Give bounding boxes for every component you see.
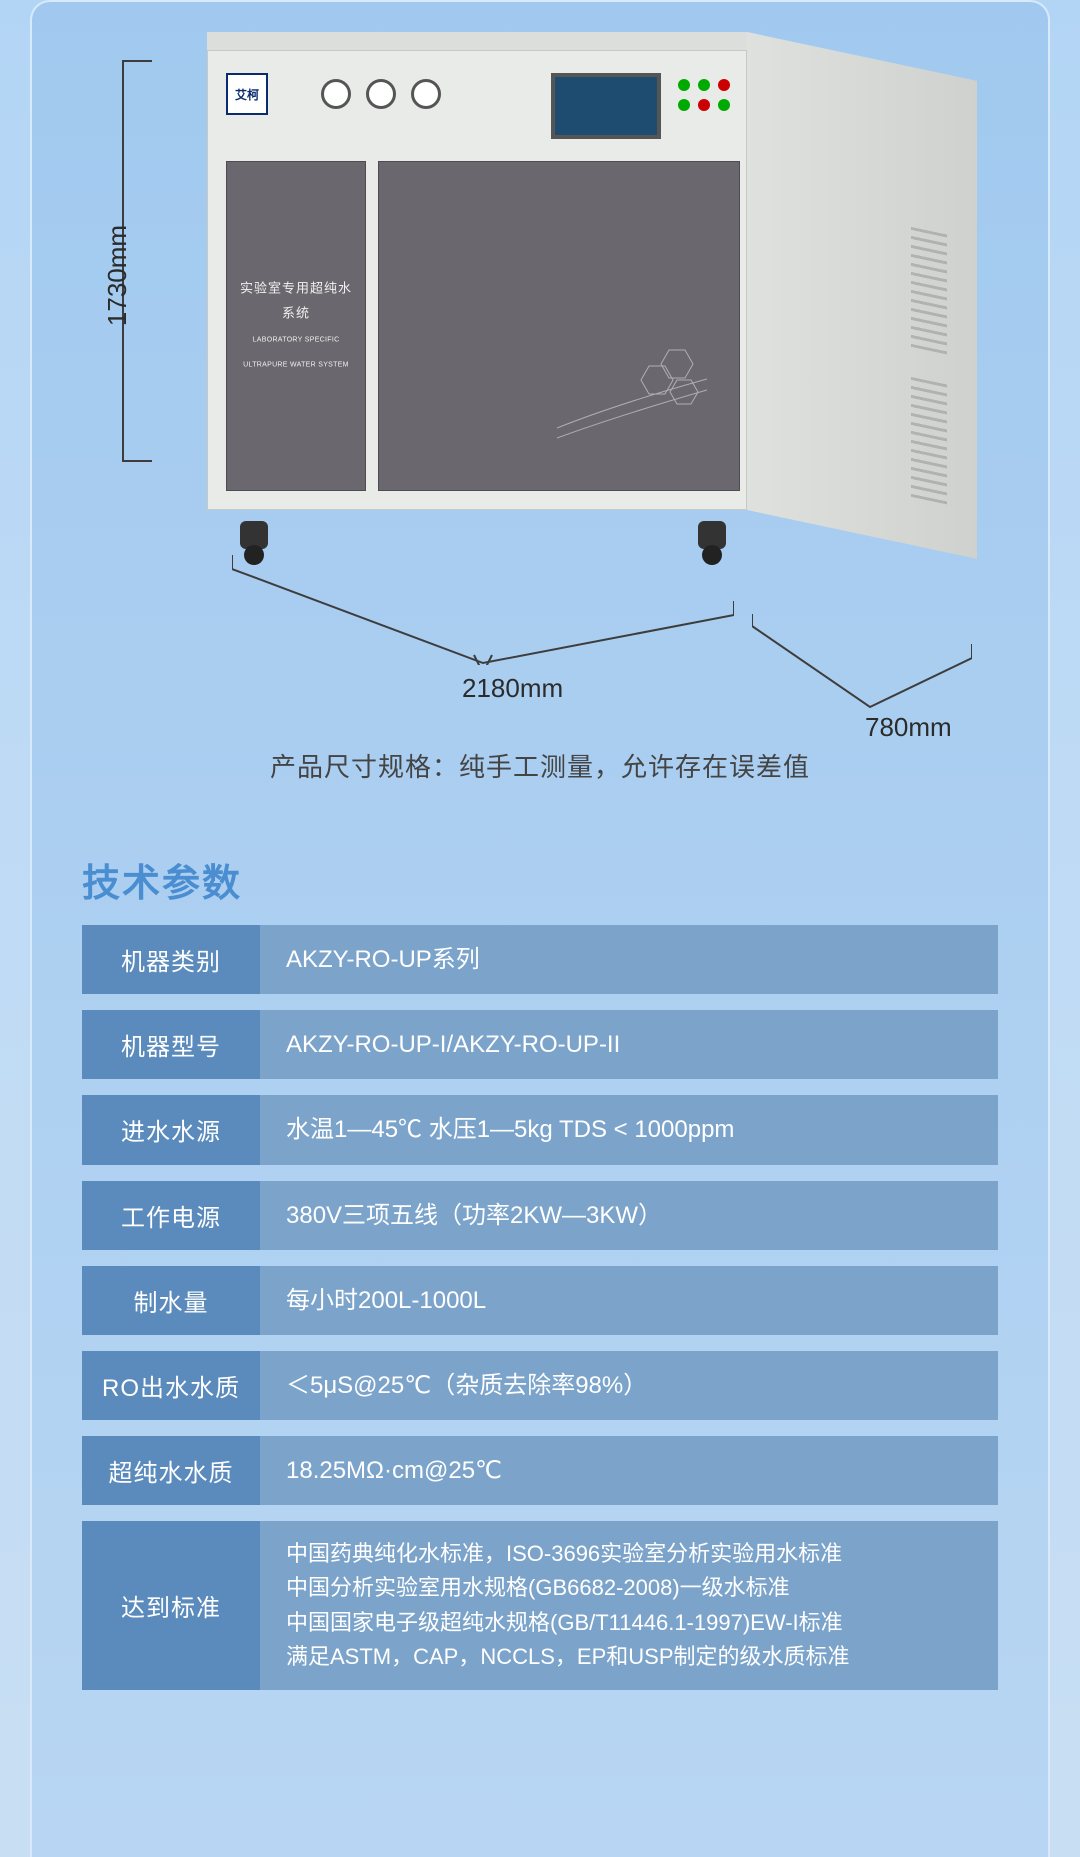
machine-illustration: 艾柯 实验室专用超纯水系统 <box>207 50 977 570</box>
led-green-icon <box>678 79 690 91</box>
spec-value: 中国药典纯化水标准，ISO-3696实验室分析实验用水标准 中国分析实验室用水规… <box>260 1521 998 1689</box>
spec-label: 制水量 <box>82 1266 260 1335</box>
indicator-lights <box>678 79 730 111</box>
machine-front-face: 艾柯 实验室专用超纯水系统 <box>207 50 747 510</box>
spec-label: 机器类别 <box>82 925 260 994</box>
spec-label: 机器型号 <box>82 1010 260 1079</box>
spec-label: 进水水源 <box>82 1095 260 1164</box>
led-red-icon <box>718 79 730 91</box>
door-title-cn: 实验室专用超纯水系统 <box>240 281 352 321</box>
spec-value: 380V三项五线（功率2KW—3KW） <box>260 1181 998 1250</box>
caster-icon <box>240 521 268 549</box>
spec-value: AKZY-RO-UP系列 <box>260 925 998 994</box>
spec-value: 18.25MΩ·cm@25℃ <box>260 1436 998 1505</box>
width-label: 2180mm <box>462 673 563 704</box>
table-row: 工作电源 380V三项五线（功率2KW—3KW） <box>82 1181 998 1250</box>
pressure-gauge-icon <box>411 79 441 109</box>
spec-value: AKZY-RO-UP-I/AKZY-RO-UP-II <box>260 1010 998 1079</box>
led-green-icon <box>678 99 690 111</box>
dimension-disclaimer: 产品尺寸规格：纯手工测量，允许存在误差值 <box>32 747 1048 784</box>
height-label: 1730mm <box>102 225 133 326</box>
cabinet-door-left: 实验室专用超纯水系统 LABORATORY SPECIFIC ULTRAPURE… <box>226 161 366 491</box>
table-row: 机器型号 AKZY-RO-UP-I/AKZY-RO-UP-II <box>82 1010 998 1079</box>
machine-top-face <box>207 32 747 50</box>
width-bracket <box>232 555 734 665</box>
molecule-graphic-icon <box>557 344 707 444</box>
table-row: 机器类别 AKZY-RO-UP系列 <box>82 925 998 994</box>
door-title-en: LABORATORY SPECIFIC ULTRAPURE WATER SYST… <box>243 337 349 369</box>
product-dimension-figure: 1730mm 艾柯 <box>32 32 1048 752</box>
table-row: 超纯水水质 18.25MΩ·cm@25℃ <box>82 1436 998 1505</box>
depth-dimension: 780mm <box>752 592 972 712</box>
spec-value: 每小时200L-1000L <box>260 1266 998 1335</box>
spec-label: 超纯水水质 <box>82 1436 260 1505</box>
led-red-icon <box>698 99 710 111</box>
table-row: RO出水水质 ＜5μS@25℃（杂质去除率98%） <box>82 1351 998 1420</box>
spec-value: ＜5μS@25℃（杂质去除率98%） <box>260 1351 998 1420</box>
pressure-gauge-icon <box>366 79 396 109</box>
pressure-gauge-icon <box>321 79 351 109</box>
caster-icon <box>698 521 726 549</box>
door-title: 实验室专用超纯水系统 LABORATORY SPECIFIC ULTRAPURE… <box>236 277 356 376</box>
spec-section: 技术参数 机器类别 AKZY-RO-UP系列 机器型号 AKZY-RO-UP-I… <box>32 852 1048 1690</box>
led-green-icon <box>718 99 730 111</box>
depth-label: 780mm <box>865 712 952 743</box>
led-green-icon <box>698 79 710 91</box>
table-row: 达到标准 中国药典纯化水标准，ISO-3696实验室分析实验用水标准 中国分析实… <box>82 1521 998 1689</box>
cabinet-door-right <box>378 161 740 491</box>
spec-title: 技术参数 <box>82 852 998 907</box>
spec-value: 水温1—45℃ 水压1—5kg TDS < 1000ppm <box>260 1095 998 1164</box>
brand-logo: 艾柯 <box>226 73 268 115</box>
table-row: 制水量 每小时200L-1000L <box>82 1266 998 1335</box>
spec-label: 工作电源 <box>82 1181 260 1250</box>
machine-side-face <box>747 32 977 559</box>
table-row: 进水水源 水温1—45℃ 水压1—5kg TDS < 1000ppm <box>82 1095 998 1164</box>
touch-screen-icon <box>551 73 661 139</box>
page-container: 1730mm 艾柯 <box>30 0 1050 1857</box>
control-panel: 艾柯 <box>226 73 726 143</box>
side-vent-upper <box>911 227 947 355</box>
side-vent-lower <box>911 377 947 505</box>
spec-label: RO出水水质 <box>82 1351 260 1420</box>
depth-bracket <box>752 592 972 712</box>
width-dimension: 2180mm <box>232 555 734 665</box>
spec-label: 达到标准 <box>82 1521 260 1689</box>
